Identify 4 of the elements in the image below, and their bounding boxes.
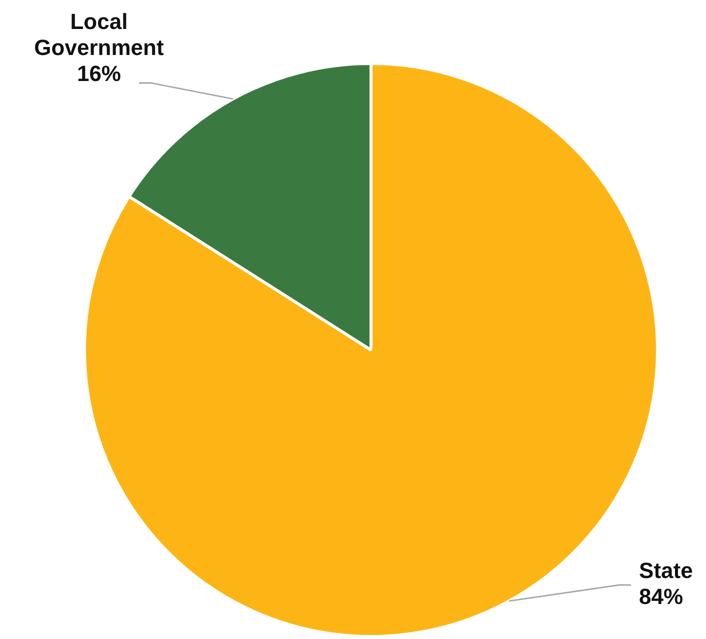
data-label: 84% — [639, 584, 684, 610]
data-label: 16% — [76, 61, 121, 86]
slice-label: Local Government — [34, 9, 164, 60]
slice-label: State — [639, 558, 693, 584]
